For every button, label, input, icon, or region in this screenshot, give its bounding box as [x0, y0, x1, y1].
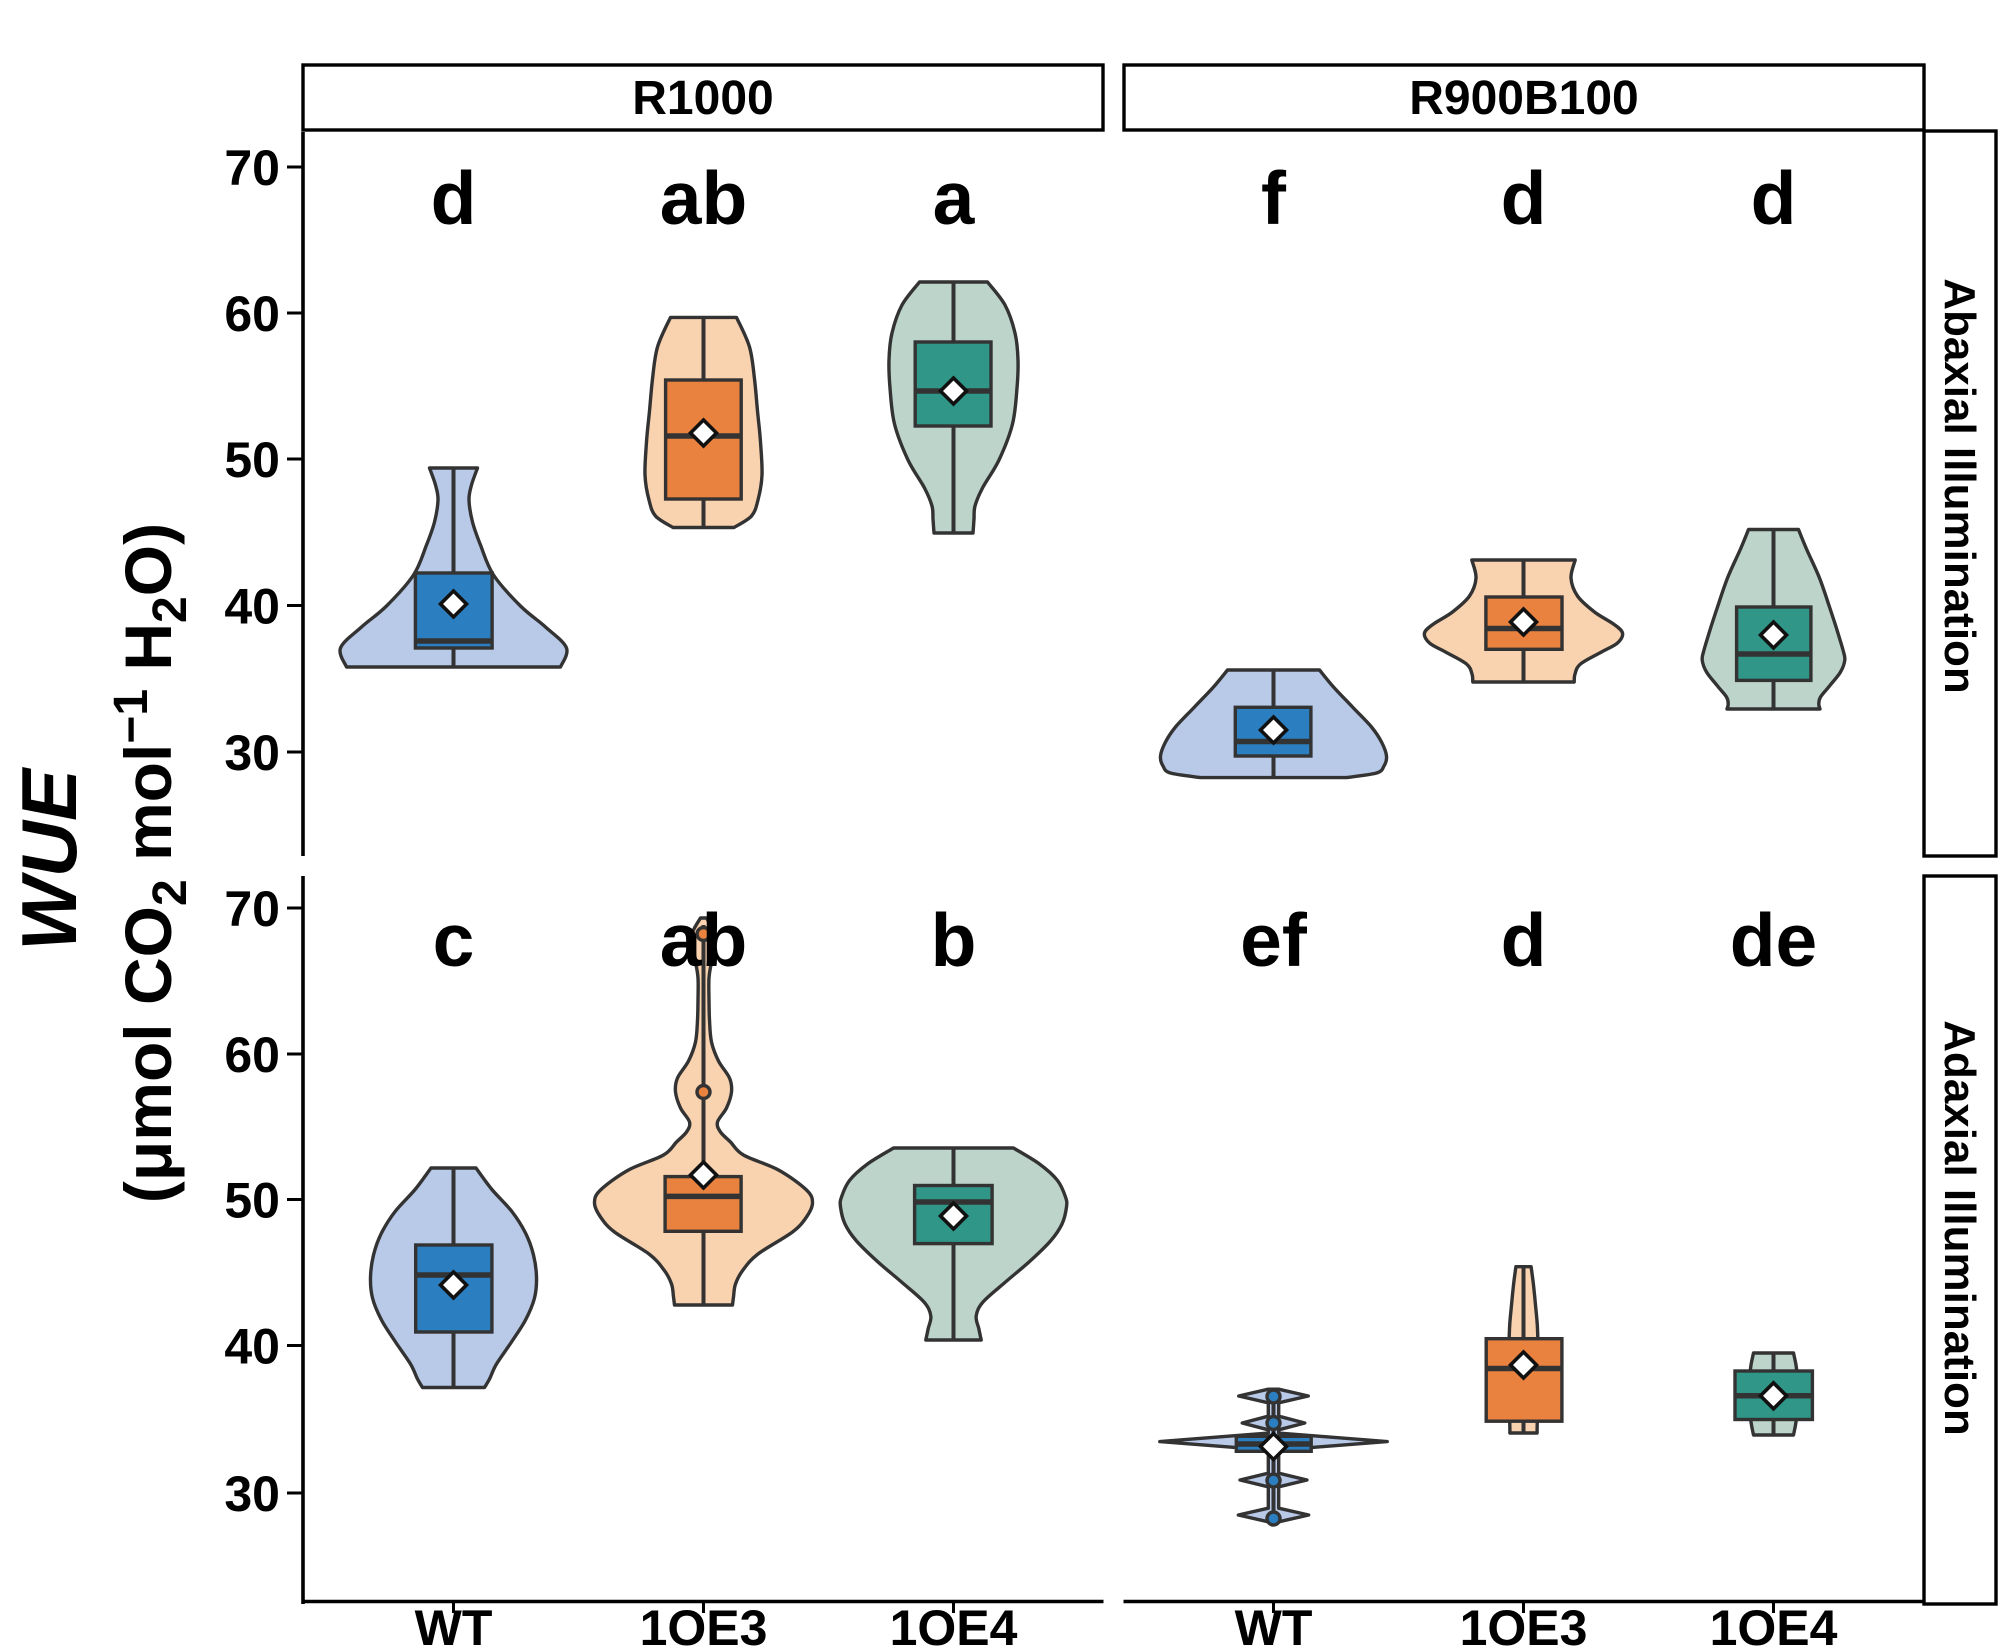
svg-text:30: 30 [224, 725, 280, 781]
svg-text:WUE: WUE [5, 767, 93, 951]
svg-text:60: 60 [224, 286, 280, 342]
svg-text:ef: ef [1240, 898, 1308, 982]
svg-text:f: f [1261, 156, 1287, 240]
svg-text:a: a [933, 156, 976, 240]
svg-text:Abaxial Illumination: Abaxial Illumination [1935, 278, 1984, 694]
svg-text:ab: ab [660, 156, 748, 240]
svg-text:1OE4: 1OE4 [890, 1600, 1018, 1646]
svg-text:d: d [1501, 898, 1547, 982]
svg-text:ab: ab [660, 898, 748, 982]
svg-text:WT: WT [415, 1600, 493, 1646]
svg-text:c: c [433, 898, 475, 982]
svg-text:70: 70 [224, 140, 280, 196]
svg-text:70: 70 [224, 881, 280, 937]
svg-text:de: de [1730, 898, 1818, 982]
svg-text:1OE3: 1OE3 [640, 1600, 768, 1646]
svg-text:30: 30 [224, 1466, 280, 1522]
svg-text:d: d [1751, 156, 1797, 240]
svg-text:1OE3: 1OE3 [1460, 1600, 1588, 1646]
svg-text:b: b [931, 898, 977, 982]
svg-text:40: 40 [224, 1319, 280, 1375]
svg-text:WT: WT [1235, 1600, 1313, 1646]
svg-text:40: 40 [224, 579, 280, 635]
svg-text:R900B100: R900B100 [1409, 72, 1639, 125]
svg-text:(μmol CO2 mol−1 H2O): (μmol CO2 mol−1 H2O) [105, 523, 197, 1203]
svg-text:1OE4: 1OE4 [1710, 1600, 1838, 1646]
svg-text:60: 60 [224, 1027, 280, 1083]
svg-text:50: 50 [224, 432, 280, 488]
svg-text:Adaxial Illumination: Adaxial Illumination [1935, 1020, 1984, 1436]
svg-text:d: d [431, 156, 477, 240]
svg-text:R1000: R1000 [632, 72, 773, 125]
svg-text:50: 50 [224, 1173, 280, 1229]
svg-text:d: d [1501, 156, 1547, 240]
